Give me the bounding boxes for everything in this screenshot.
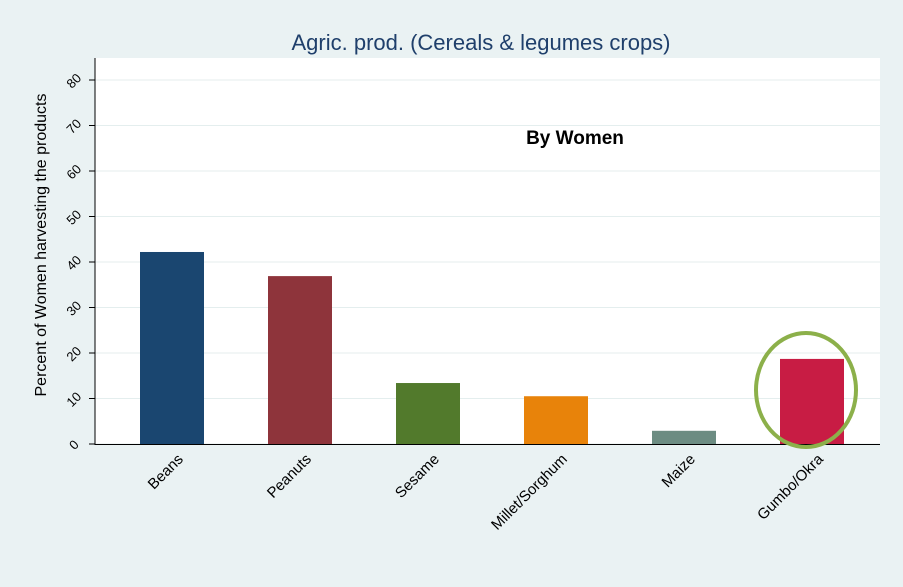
bar — [652, 430, 716, 444]
bar — [396, 383, 460, 444]
highlight-ellipse — [754, 331, 858, 449]
bar — [140, 251, 204, 444]
chart-title: Agric. prod. (Cereals & legumes crops) — [291, 30, 670, 55]
plot-area — [95, 58, 880, 445]
annotation: By Women — [526, 128, 624, 149]
bar — [524, 396, 588, 444]
bar — [780, 358, 844, 444]
bar — [268, 276, 332, 444]
y-axis-label: Percent of Women harvesting the products — [33, 94, 50, 397]
